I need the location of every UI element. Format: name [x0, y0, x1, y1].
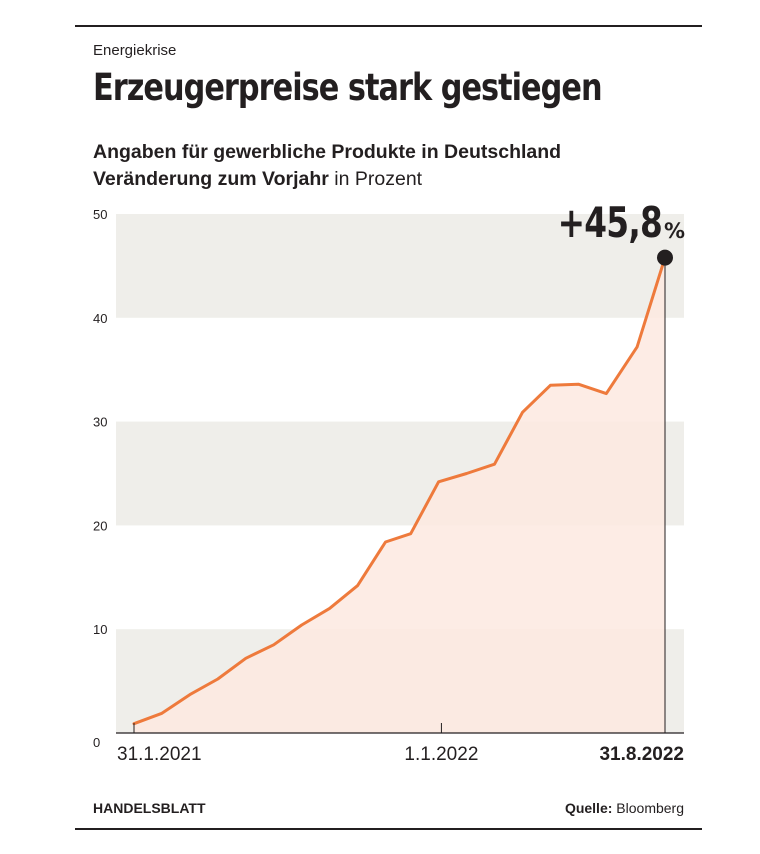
y-tick-label: 30	[93, 415, 107, 430]
y-tick-label: 0	[93, 735, 100, 750]
highlight-unit-label: %	[664, 219, 685, 243]
subtitle-unit: in Prozent	[334, 168, 423, 190]
source-label: Quelle:	[564, 800, 613, 816]
grid-band	[116, 214, 684, 318]
y-tick-label: 20	[93, 518, 107, 533]
y-tick-label: 40	[93, 311, 107, 326]
series-area	[134, 257, 665, 733]
x-tick-label: 31.8.2022	[599, 744, 684, 765]
kicker: Energiekrise	[93, 42, 177, 59]
subtitle-measure: Veränderung zum Vorjahr	[93, 168, 329, 190]
x-tick-label: 1.1.2022	[404, 744, 478, 765]
y-tick-label: 50	[93, 207, 107, 222]
source-value: Bloomberg	[616, 800, 684, 816]
chart-subtitle: Angaben für gewerbliche Produkte in Deut…	[93, 141, 562, 163]
highlight-point	[657, 249, 673, 266]
highlight-value-label: +45,8	[558, 198, 662, 247]
series-line	[132, 256, 667, 726]
chart-subtitle-unit-line: Veränderung zum Vorjahr in Prozent	[93, 168, 422, 191]
source-note: Quelle: Bloomberg	[565, 800, 684, 816]
bottom-rule	[75, 828, 702, 830]
y-tick-label: 10	[93, 622, 107, 637]
top-rule	[75, 25, 702, 27]
x-tick-label: 31.1.2021	[117, 744, 202, 765]
headline: Erzeugerpreise stark gestiegen	[93, 66, 603, 109]
brand-label: HANDELSBLATT	[93, 800, 206, 816]
